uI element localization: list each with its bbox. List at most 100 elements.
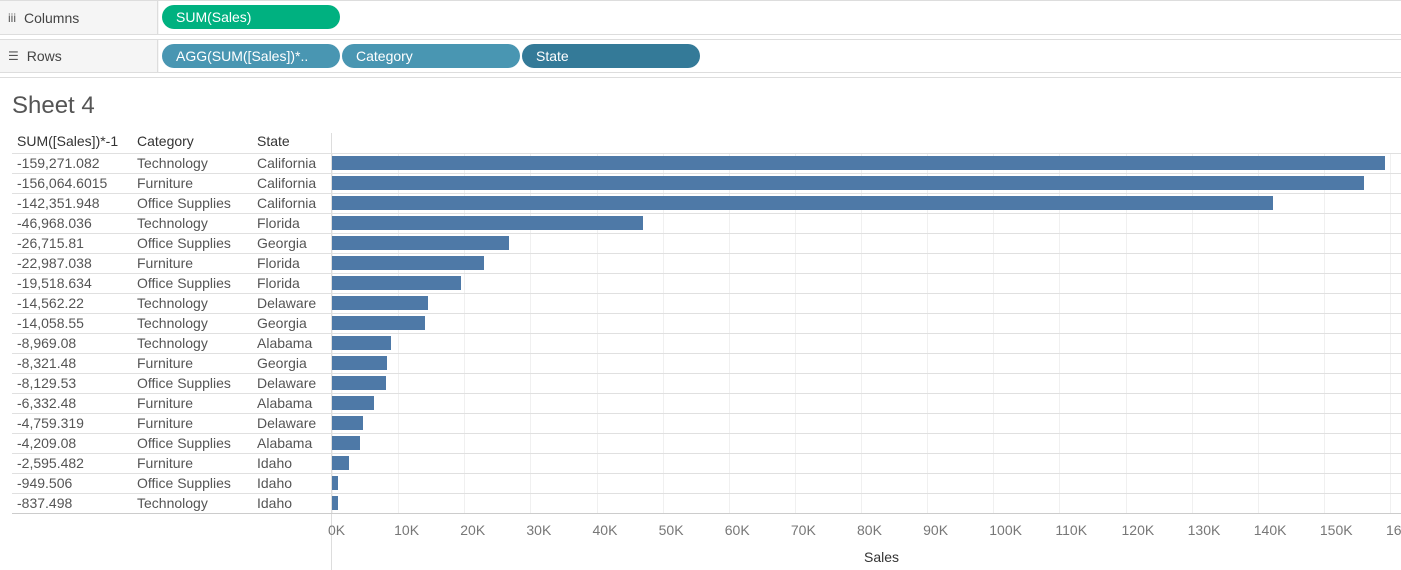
columns-shelf: iii Columns SUM(Sales) [0, 0, 1401, 35]
pill-sum-sales[interactable]: SUM(Sales) [162, 5, 340, 29]
row-divider [12, 213, 1401, 214]
pill-agg-sales[interactable]: AGG(SUM([Sales])*.. [162, 44, 340, 68]
row-category: Furniture [137, 175, 194, 191]
row-state: Idaho [257, 495, 293, 511]
x-tick-label: 10K [394, 522, 420, 538]
bar[interactable] [332, 336, 392, 350]
x-tick-label: 70K [790, 522, 816, 538]
row-divider [12, 473, 1401, 474]
row-category: Office Supplies [137, 475, 231, 491]
row-measure: -22,987.038 [17, 255, 92, 271]
row-category: Technology [137, 335, 208, 351]
x-tick-label: 160K [1386, 522, 1401, 538]
row-divider [12, 273, 1401, 274]
x-tick-label: 20K [460, 522, 486, 538]
x-tick-label: 0K [328, 522, 346, 538]
row-state: California [257, 175, 317, 191]
row-measure: -837.498 [17, 495, 73, 511]
row-state: Delaware [257, 295, 317, 311]
columns-label: Columns [24, 9, 80, 26]
x-tick-label: 100K [989, 522, 1022, 538]
x-tick-label: 150K [1319, 522, 1353, 538]
bar[interactable] [332, 276, 462, 290]
header-measure[interactable]: SUM([Sales])*-1 [17, 133, 119, 149]
bar[interactable] [332, 156, 1386, 170]
bar[interactable] [332, 436, 360, 450]
row-state: Georgia [257, 315, 307, 331]
x-tick-label: 110K [1055, 522, 1088, 538]
row-state: Alabama [257, 435, 313, 451]
axis-line [12, 513, 1401, 514]
x-axis-title: Sales [864, 549, 900, 565]
bar[interactable] [332, 256, 484, 270]
columns-drop-area[interactable]: SUM(Sales) [159, 1, 1401, 34]
row-divider [12, 493, 1401, 494]
row-category: Technology [137, 495, 208, 511]
row-divider [12, 413, 1401, 414]
bar[interactable] [332, 216, 643, 230]
row-measure: -2,595.482 [17, 455, 84, 471]
header-category[interactable]: Category [137, 133, 194, 149]
row-state: Alabama [257, 395, 313, 411]
x-tick-label: 30K [526, 522, 552, 538]
row-divider [12, 173, 1401, 174]
row-category: Technology [137, 155, 208, 171]
bar[interactable] [332, 296, 429, 310]
row-measure: -26,715.81 [17, 235, 84, 251]
bar[interactable] [332, 476, 339, 490]
row-state: California [257, 195, 317, 211]
row-measure: -14,058.55 [17, 315, 84, 331]
row-measure: -8,969.08 [17, 335, 77, 351]
row-category: Furniture [137, 255, 194, 271]
row-measure: -142,351.948 [17, 195, 100, 211]
row-divider [12, 453, 1401, 454]
rows-shelf: ☰ Rows AGG(SUM([Sales])*.. Category State [0, 39, 1401, 73]
bar[interactable] [332, 456, 350, 470]
row-category: Office Supplies [137, 375, 231, 391]
row-state: Georgia [257, 355, 307, 371]
row-measure: -14,562.22 [17, 295, 84, 311]
x-tick-label: 60K [724, 522, 750, 538]
pane-divider [331, 133, 332, 570]
row-state: Florida [257, 275, 300, 291]
row-divider [12, 433, 1401, 434]
row-divider [12, 313, 1401, 314]
bar[interactable] [332, 176, 1364, 190]
row-state: Idaho [257, 455, 293, 471]
x-tick-label: 40K [592, 522, 618, 538]
bar[interactable] [332, 236, 509, 250]
bar[interactable] [332, 396, 374, 410]
row-divider [12, 253, 1401, 254]
header-state[interactable]: State [257, 133, 290, 149]
row-measure: -159,271.082 [17, 155, 100, 171]
row-divider [12, 393, 1401, 394]
x-tick-label: 140K [1253, 522, 1287, 538]
rows-shelf-label: ☰ Rows [0, 40, 158, 72]
row-measure: -19,518.634 [17, 275, 92, 291]
x-tick-label: 50K [658, 522, 684, 538]
row-divider [12, 193, 1401, 194]
row-state: Idaho [257, 475, 293, 491]
row-measure: -156,064.6015 [17, 175, 108, 191]
pill-state[interactable]: State [522, 44, 700, 68]
header-line [12, 153, 1401, 154]
row-measure: -4,209.08 [17, 435, 77, 451]
bar[interactable] [332, 316, 425, 330]
bar[interactable] [332, 196, 1274, 210]
rows-icon: ☰ [8, 49, 19, 63]
columns-shelf-label: iii Columns [0, 1, 158, 34]
row-category: Furniture [137, 415, 194, 431]
rows-drop-area[interactable]: AGG(SUM([Sales])*.. Category State [159, 40, 1401, 72]
bar[interactable] [332, 496, 338, 510]
row-state: California [257, 155, 317, 171]
row-state: Georgia [257, 235, 307, 251]
row-measure: -4,759.319 [17, 415, 84, 431]
row-divider [12, 233, 1401, 234]
row-divider [12, 373, 1401, 374]
bar[interactable] [332, 416, 364, 430]
row-state: Alabama [257, 335, 313, 351]
pill-category[interactable]: Category [342, 44, 520, 68]
row-measure: -8,129.53 [17, 375, 77, 391]
bar[interactable] [332, 376, 386, 390]
bar[interactable] [332, 356, 388, 370]
